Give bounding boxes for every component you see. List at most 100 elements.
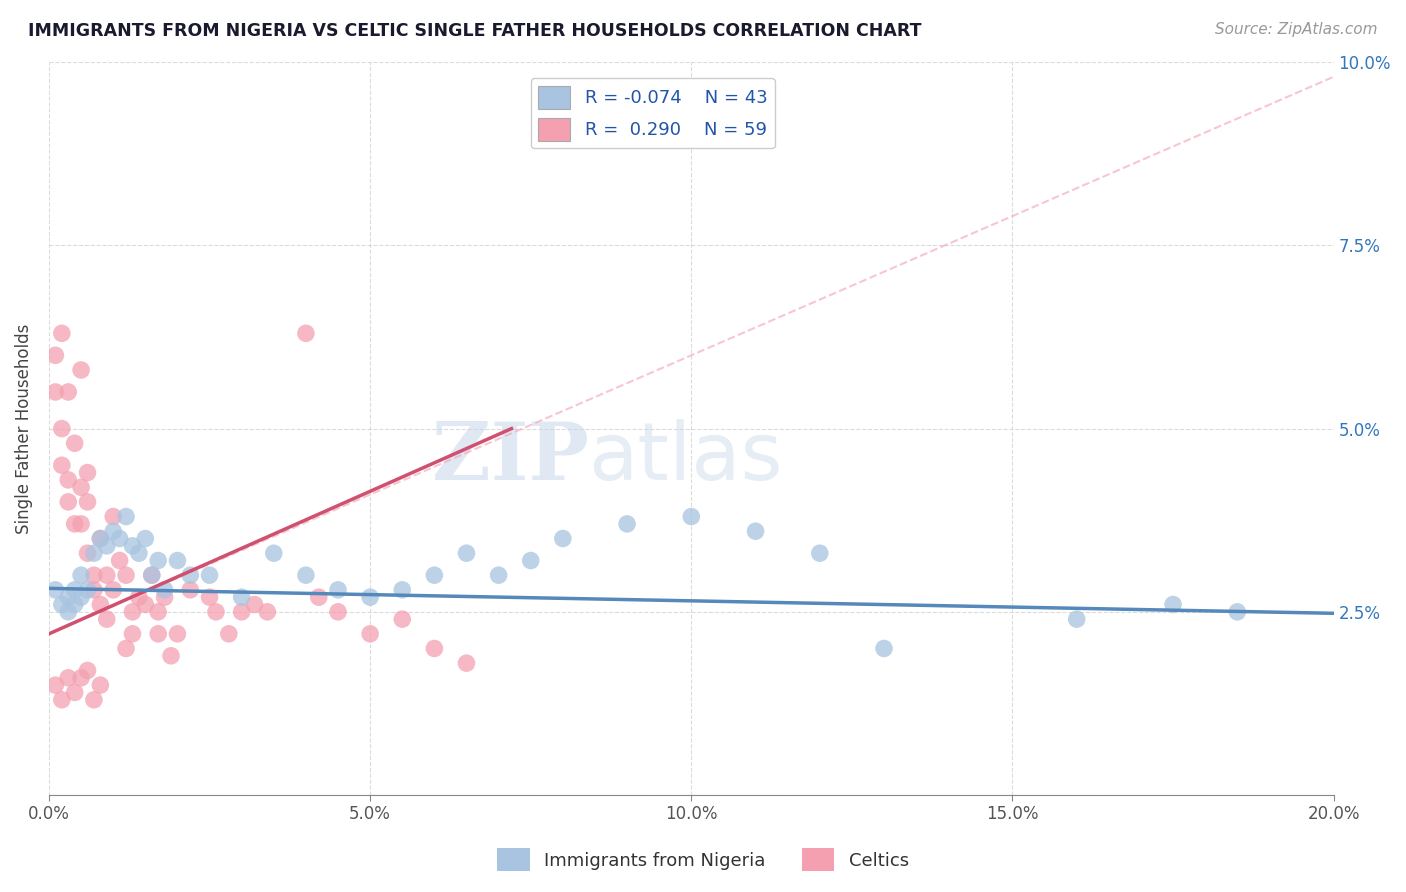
Point xyxy=(146,627,169,641)
Point xyxy=(141,568,163,582)
Point xyxy=(243,598,266,612)
Legend: Immigrants from Nigeria, Celtics: Immigrants from Nigeria, Celtics xyxy=(491,841,915,879)
Point xyxy=(153,590,176,604)
Point xyxy=(166,627,188,641)
Point xyxy=(115,641,138,656)
Point xyxy=(89,532,111,546)
Point xyxy=(58,590,80,604)
Point xyxy=(121,539,143,553)
Point xyxy=(76,466,98,480)
Point xyxy=(76,546,98,560)
Point xyxy=(58,473,80,487)
Point xyxy=(63,582,86,597)
Point xyxy=(51,326,73,341)
Point xyxy=(70,480,93,494)
Point xyxy=(103,524,125,539)
Point xyxy=(391,582,413,597)
Point xyxy=(63,436,86,450)
Point xyxy=(63,598,86,612)
Point xyxy=(44,582,66,597)
Point xyxy=(83,582,105,597)
Point xyxy=(134,598,156,612)
Point xyxy=(308,590,330,604)
Point xyxy=(44,384,66,399)
Point xyxy=(89,532,111,546)
Point xyxy=(70,516,93,531)
Point xyxy=(1226,605,1249,619)
Point xyxy=(89,598,111,612)
Point xyxy=(76,582,98,597)
Point xyxy=(51,598,73,612)
Point xyxy=(231,605,253,619)
Point xyxy=(359,590,381,604)
Point xyxy=(89,678,111,692)
Point xyxy=(198,568,221,582)
Point xyxy=(231,590,253,604)
Point xyxy=(70,590,93,604)
Point xyxy=(179,582,201,597)
Point xyxy=(58,605,80,619)
Point xyxy=(295,568,318,582)
Point xyxy=(63,516,86,531)
Point xyxy=(146,553,169,567)
Point xyxy=(96,539,118,553)
Point xyxy=(44,678,66,692)
Point xyxy=(456,656,478,670)
Point xyxy=(205,605,228,619)
Point xyxy=(115,568,138,582)
Point xyxy=(128,546,150,560)
Point xyxy=(83,568,105,582)
Point xyxy=(179,568,201,582)
Point xyxy=(76,664,98,678)
Point xyxy=(115,509,138,524)
Point xyxy=(108,553,131,567)
Point xyxy=(488,568,510,582)
Point xyxy=(141,568,163,582)
Point xyxy=(551,532,574,546)
Point xyxy=(51,693,73,707)
Point xyxy=(103,509,125,524)
Point xyxy=(423,641,446,656)
Point xyxy=(51,421,73,435)
Point xyxy=(146,605,169,619)
Text: IMMIGRANTS FROM NIGERIA VS CELTIC SINGLE FATHER HOUSEHOLDS CORRELATION CHART: IMMIGRANTS FROM NIGERIA VS CELTIC SINGLE… xyxy=(28,22,921,40)
Point xyxy=(51,458,73,473)
Point xyxy=(616,516,638,531)
Point xyxy=(58,495,80,509)
Point xyxy=(423,568,446,582)
Point xyxy=(873,641,896,656)
Point xyxy=(519,553,541,567)
Point xyxy=(391,612,413,626)
Point xyxy=(1161,598,1184,612)
Point xyxy=(76,495,98,509)
Point xyxy=(198,590,221,604)
Point xyxy=(70,671,93,685)
Point xyxy=(681,509,703,524)
Point xyxy=(166,553,188,567)
Point xyxy=(153,582,176,597)
Point xyxy=(103,582,125,597)
Text: Source: ZipAtlas.com: Source: ZipAtlas.com xyxy=(1215,22,1378,37)
Legend: R = -0.074    N = 43, R =  0.290    N = 59: R = -0.074 N = 43, R = 0.290 N = 59 xyxy=(530,78,775,148)
Point xyxy=(108,532,131,546)
Point xyxy=(326,582,349,597)
Point xyxy=(63,685,86,699)
Point xyxy=(70,363,93,377)
Point xyxy=(83,546,105,560)
Point xyxy=(744,524,766,539)
Point xyxy=(134,532,156,546)
Point xyxy=(70,568,93,582)
Point xyxy=(326,605,349,619)
Point xyxy=(218,627,240,641)
Text: ZIP: ZIP xyxy=(432,419,589,497)
Point xyxy=(808,546,831,560)
Point xyxy=(96,612,118,626)
Point xyxy=(121,605,143,619)
Point xyxy=(160,648,183,663)
Point xyxy=(44,348,66,362)
Point xyxy=(456,546,478,560)
Point xyxy=(295,326,318,341)
Point xyxy=(128,590,150,604)
Point xyxy=(96,568,118,582)
Point xyxy=(256,605,278,619)
